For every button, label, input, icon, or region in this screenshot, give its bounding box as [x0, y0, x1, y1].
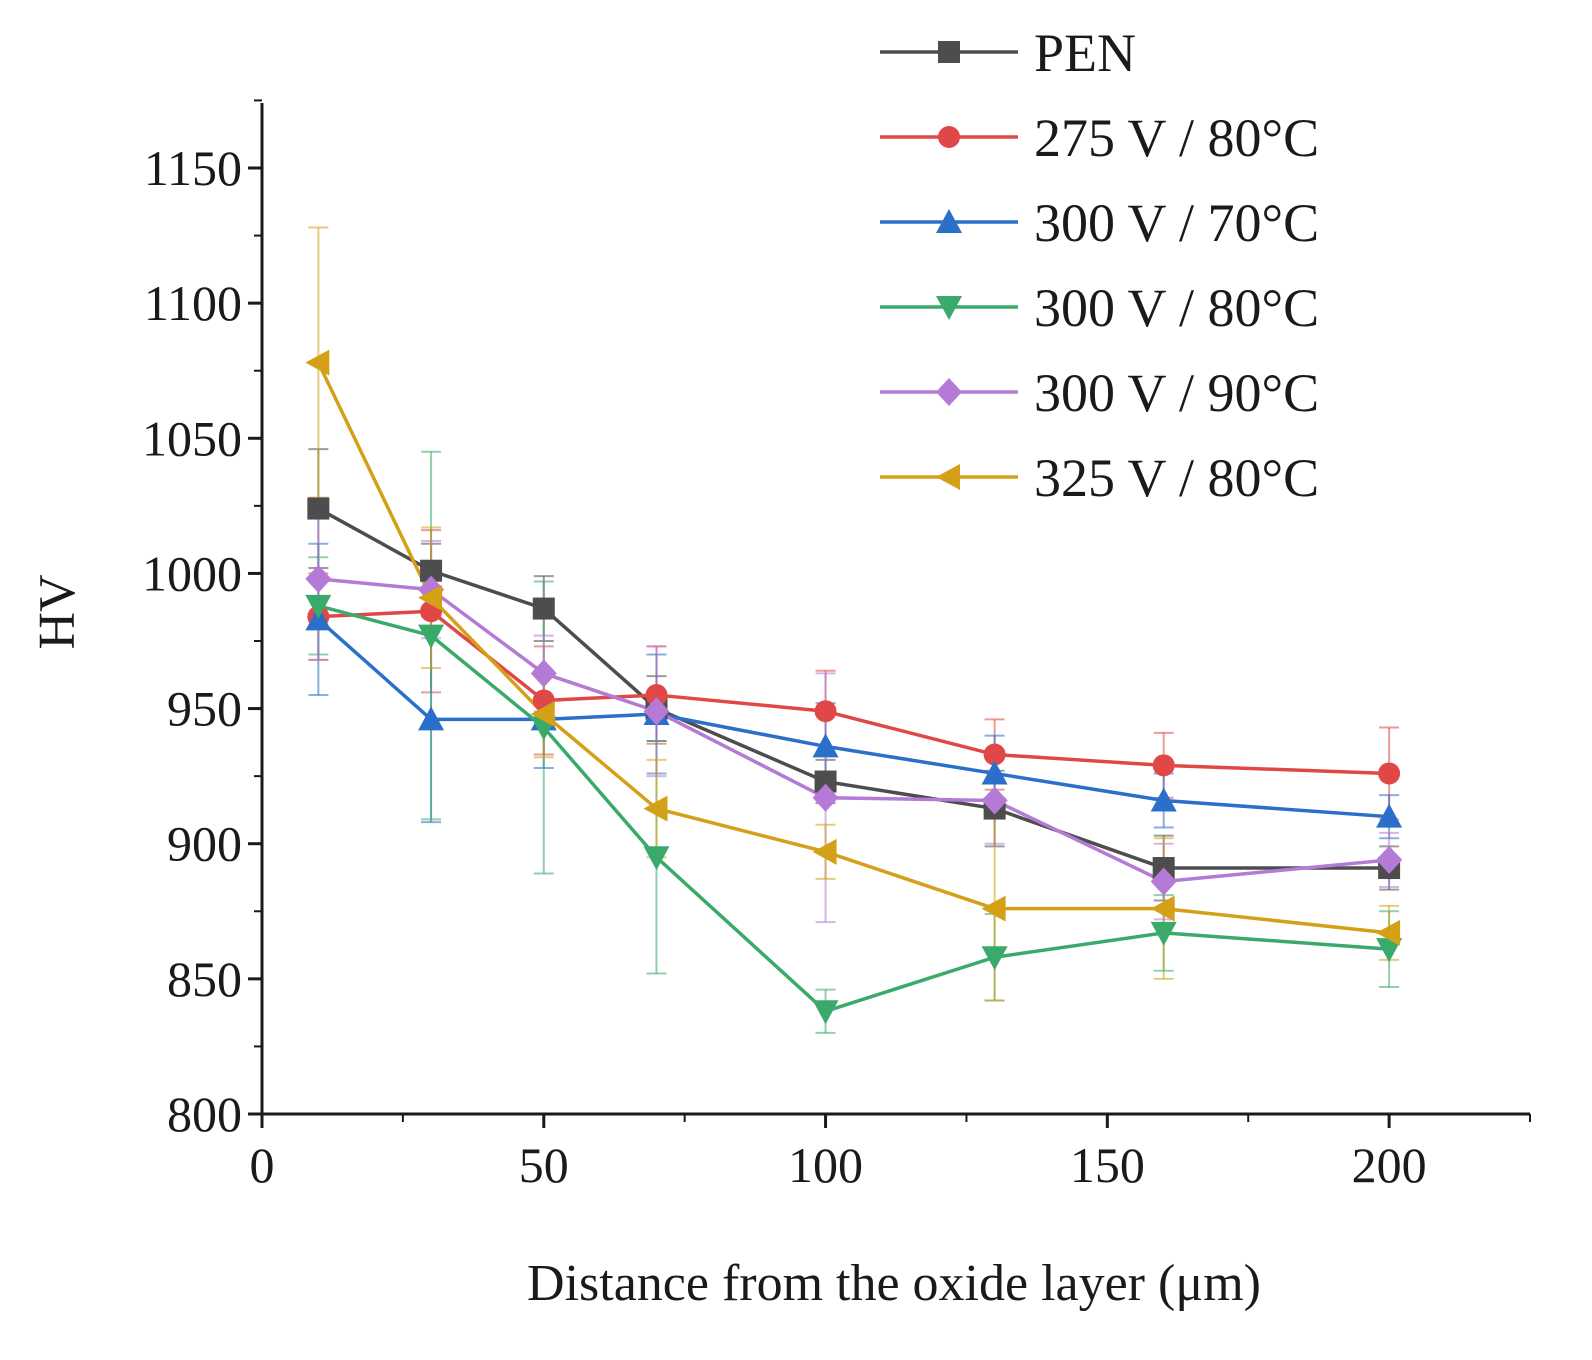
series-line	[316, 361, 1390, 935]
legend-item: 300 V / 80°C	[880, 278, 1319, 338]
legend-label: 300 V / 90°C	[1034, 363, 1319, 423]
data-point	[1150, 895, 1175, 922]
series-line	[318, 577, 1390, 884]
series-lines-layer	[316, 361, 1390, 1014]
data-point	[1378, 762, 1401, 785]
data-point	[981, 946, 1008, 971]
y-tick-label: 1150	[144, 140, 242, 196]
data-point	[983, 743, 1006, 766]
data-point	[305, 564, 332, 593]
x-tick-label: 200	[1352, 1137, 1427, 1193]
legend-item: 300 V / 70°C	[880, 193, 1319, 253]
series-markers-layer	[305, 349, 1403, 1025]
y-tick-label: 950	[167, 681, 242, 737]
data-point	[418, 584, 443, 611]
series-line	[317, 618, 1390, 819]
data-point	[643, 795, 668, 822]
data-point	[1150, 867, 1177, 896]
legend-swatch-marker	[936, 296, 962, 320]
legend-swatch-marker	[936, 464, 960, 490]
x-tick-label: 0	[250, 1137, 275, 1193]
y-tick-label: 1050	[142, 410, 242, 466]
data-point	[1376, 919, 1401, 946]
data-point	[1152, 754, 1175, 777]
data-point	[530, 700, 555, 727]
y-tick-label: 1000	[142, 545, 242, 601]
data-point	[812, 783, 839, 812]
x-axis-title: Distance from the oxide layer (μm)	[527, 1255, 1261, 1312]
legend-label: 275 V / 80°C	[1034, 108, 1319, 168]
data-point	[1150, 921, 1177, 946]
data-point	[1150, 787, 1177, 812]
series-line	[317, 604, 1390, 1014]
data-point	[1376, 938, 1403, 963]
legend-item: 275 V / 80°C	[880, 108, 1319, 168]
data-point	[981, 895, 1006, 922]
data-point	[420, 559, 443, 582]
data-point	[418, 624, 445, 649]
legend-label: 325 V / 80°C	[1034, 448, 1319, 508]
legend-swatch-marker	[938, 41, 960, 63]
legend-label: PEN	[1034, 23, 1136, 83]
data-point	[305, 349, 330, 376]
error-bars-layer	[308, 226, 1400, 1034]
data-point	[645, 684, 668, 707]
y-tick-label: 1100	[144, 275, 242, 331]
y-tick-label: 800	[167, 1086, 242, 1142]
data-point	[814, 700, 837, 723]
legend-label: 300 V / 80°C	[1034, 278, 1319, 338]
legend-swatch-marker	[936, 378, 962, 406]
x-tick-label: 150	[1070, 1137, 1145, 1193]
data-point	[1376, 845, 1403, 874]
series-line	[318, 609, 1390, 776]
data-point	[1376, 803, 1403, 828]
y-axis-title: HV	[29, 574, 86, 649]
data-point	[532, 597, 555, 620]
legend-swatch-marker	[936, 209, 962, 233]
axes-layer: 800 850 900 950 1000 1050 1100 1150 0 50 100 150 200	[142, 99, 1531, 1193]
data-point	[643, 846, 670, 871]
series-line	[317, 507, 1390, 870]
legend-item: 325 V / 80°C	[880, 448, 1319, 508]
data-point	[981, 760, 1008, 785]
legend-item: 300 V / 90°C	[880, 363, 1319, 423]
legend-item: PEN	[880, 23, 1136, 83]
data-point	[307, 497, 330, 520]
y-tick-label: 900	[167, 816, 242, 872]
data-point	[305, 594, 332, 619]
data-point	[814, 770, 837, 793]
x-tick-label: 100	[788, 1137, 863, 1193]
data-point	[812, 1000, 839, 1025]
data-point	[812, 733, 839, 758]
legend-label: 300 V / 70°C	[1034, 193, 1319, 253]
data-point	[981, 786, 1008, 815]
data-point	[418, 706, 445, 731]
legend-swatch-marker	[938, 126, 960, 148]
legend: PEN 275 V / 80°C 300 V / 70°C 300 V / 80°C 3…	[880, 23, 1319, 508]
data-point	[812, 838, 837, 865]
x-tick-label: 50	[519, 1137, 569, 1193]
data-point	[643, 697, 670, 726]
data-point	[530, 659, 557, 688]
y-tick-label: 850	[167, 951, 242, 1007]
